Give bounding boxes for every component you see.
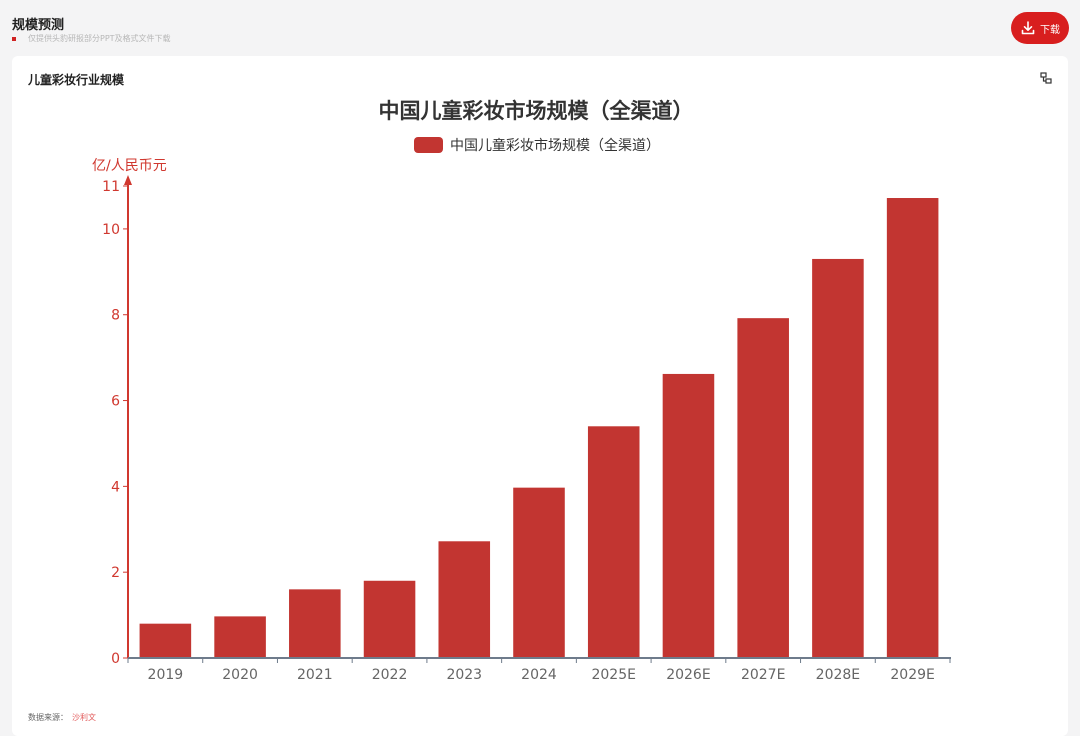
legend[interactable]: 中国儿童彩妆市场规模（全渠道）	[414, 137, 660, 154]
y-tick-label: 10	[102, 222, 120, 238]
card-title: 儿童彩妆行业规模	[28, 73, 125, 87]
page-title: 规模预测	[12, 18, 65, 33]
x-tick-label: 2023	[446, 667, 482, 683]
chart-title: 中国儿童彩妆市场规模（全渠道）	[379, 99, 694, 123]
x-tick-label: 2026E	[666, 667, 710, 683]
header-note: 仅提供头豹研报部分PPT及格式文件下载	[12, 33, 171, 44]
y-tick-label: 11	[102, 179, 120, 195]
x-tick-label: 2019	[148, 667, 184, 683]
x-tick-label: 2022	[372, 667, 408, 683]
y-axis-arrow	[124, 175, 132, 185]
bar[interactable]	[737, 318, 789, 658]
legend-swatch	[414, 137, 443, 153]
x-axis: 2019 2020 2021 2022 2023 2024 2025E 2026E 2027E 2…	[127, 657, 951, 683]
bar[interactable]	[139, 623, 192, 658]
bar[interactable]	[513, 487, 565, 658]
bar-chart: 中国儿童彩妆市场规模（全渠道） 中国儿童彩妆市场规模（全渠道） 亿/人民币元 0…	[92, 99, 951, 683]
bars	[139, 198, 939, 659]
x-tick-label: 2027E	[741, 667, 785, 683]
bar[interactable]	[812, 258, 864, 658]
bar[interactable]	[587, 426, 640, 658]
x-tick-label: 2028E	[816, 667, 860, 683]
bar[interactable]	[214, 616, 266, 658]
y-tick-label: 4	[111, 479, 120, 495]
x-tick-label: 2021	[297, 667, 333, 683]
download-button[interactable]: 下载	[1011, 12, 1069, 44]
download-icon	[1021, 21, 1035, 35]
legend-label: 中国儿童彩妆市场规模（全渠道）	[450, 137, 660, 154]
bullet-dot	[12, 36, 16, 41]
bar[interactable]	[363, 580, 416, 658]
x-tick-label: 2029E	[890, 667, 934, 683]
x-tick-label: 2025E	[591, 667, 635, 683]
bar[interactable]	[289, 589, 341, 658]
expand-icon[interactable]	[1040, 72, 1052, 84]
header-note-text: 仅提供头豹研报部分PPT及格式文件下载	[28, 34, 171, 43]
y-tick-label: 8	[111, 308, 120, 324]
top-bar: 规模预测 仅提供头豹研报部分PPT及格式文件下载 下载	[0, 0, 1080, 52]
download-button-label: 下载	[1040, 24, 1060, 36]
x-tick-label: 2024	[521, 667, 557, 683]
data-source: 数据来源： 沙利文	[28, 712, 96, 723]
y-tick-label: 6	[111, 394, 120, 410]
bar[interactable]	[886, 198, 939, 659]
y-tick-label: 2	[111, 565, 120, 581]
y-axis: 0 2 4 6 8 10 11	[102, 175, 132, 667]
chart-card: 儿童彩妆行业规模 中国儿童彩妆市场规模（全渠道） 中国儿童彩妆市场规模（全渠道）…	[12, 56, 1068, 736]
x-tick-label: 2020	[222, 667, 258, 683]
source-link[interactable]: 沙利文	[72, 713, 96, 722]
bar[interactable]	[438, 541, 491, 658]
source-label: 数据来源：	[28, 713, 68, 722]
y-axis-label: 亿/人民币元	[92, 158, 167, 174]
y-tick-label: 0	[111, 651, 120, 667]
bar[interactable]	[662, 373, 715, 658]
